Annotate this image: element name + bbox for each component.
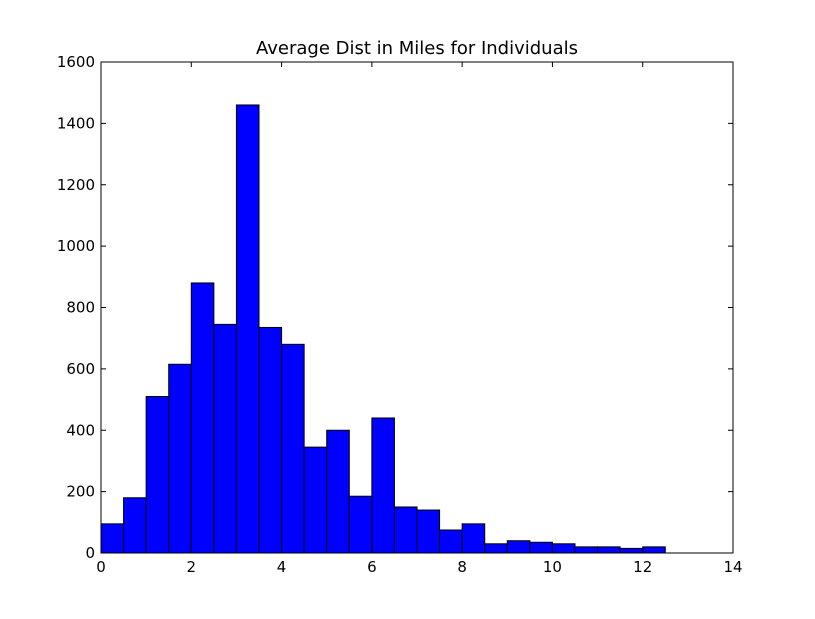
x-tick-label: 4 <box>277 558 287 576</box>
histogram-bar <box>551 543 576 554</box>
y-tick-label: 200 <box>66 483 95 501</box>
y-tick-label: 1600 <box>57 53 95 71</box>
x-tick-label: 0 <box>96 558 106 576</box>
histogram-bar <box>439 529 463 554</box>
histogram-bar <box>416 509 441 554</box>
y-tick-label: 1400 <box>57 114 95 132</box>
histogram-bar <box>326 429 350 554</box>
histogram-bar <box>123 497 147 554</box>
histogram-bar <box>213 323 237 554</box>
y-tick-label: 800 <box>66 299 95 317</box>
bars-layer <box>100 104 666 554</box>
histogram-bar <box>506 540 531 554</box>
histogram-bar <box>597 546 621 554</box>
histogram-bar <box>168 363 192 554</box>
y-tick-label: 400 <box>66 421 95 439</box>
histogram-bar <box>258 326 283 554</box>
histogram-bar <box>484 543 508 554</box>
histogram-bar <box>574 546 599 554</box>
histogram-bar <box>235 104 260 554</box>
histogram-bar <box>529 541 553 554</box>
histogram-bar <box>303 446 328 554</box>
y-tick-label: 1000 <box>57 237 95 255</box>
histogram-bar <box>281 343 305 554</box>
histogram-bar <box>393 506 418 554</box>
x-tick-label: 14 <box>723 558 742 576</box>
histogram-bar <box>619 547 644 554</box>
chart-title: Average Dist in Miles for Individuals <box>256 38 578 59</box>
histogram-bar <box>190 282 215 554</box>
x-tick-label: 6 <box>367 558 377 576</box>
y-tick-label: 600 <box>66 360 95 378</box>
histogram-bar <box>100 523 125 554</box>
y-tick-label: 1200 <box>57 176 95 194</box>
y-tick-label: 0 <box>85 544 95 562</box>
x-axis: 0 2 4 6 8 10 12 14 <box>96 62 743 576</box>
histogram-bar <box>642 546 666 554</box>
histogram-bar <box>371 417 395 554</box>
x-tick-label: 2 <box>187 558 197 576</box>
x-tick-label: 12 <box>633 558 652 576</box>
histogram-bar <box>461 523 486 554</box>
x-tick-label: 10 <box>543 558 562 576</box>
histogram-bar <box>348 495 373 554</box>
histogram-bar <box>145 395 170 554</box>
y-axis: 0 200 400 600 800 1000 1200 1400 1600 <box>57 53 733 562</box>
x-tick-label: 8 <box>457 558 467 576</box>
